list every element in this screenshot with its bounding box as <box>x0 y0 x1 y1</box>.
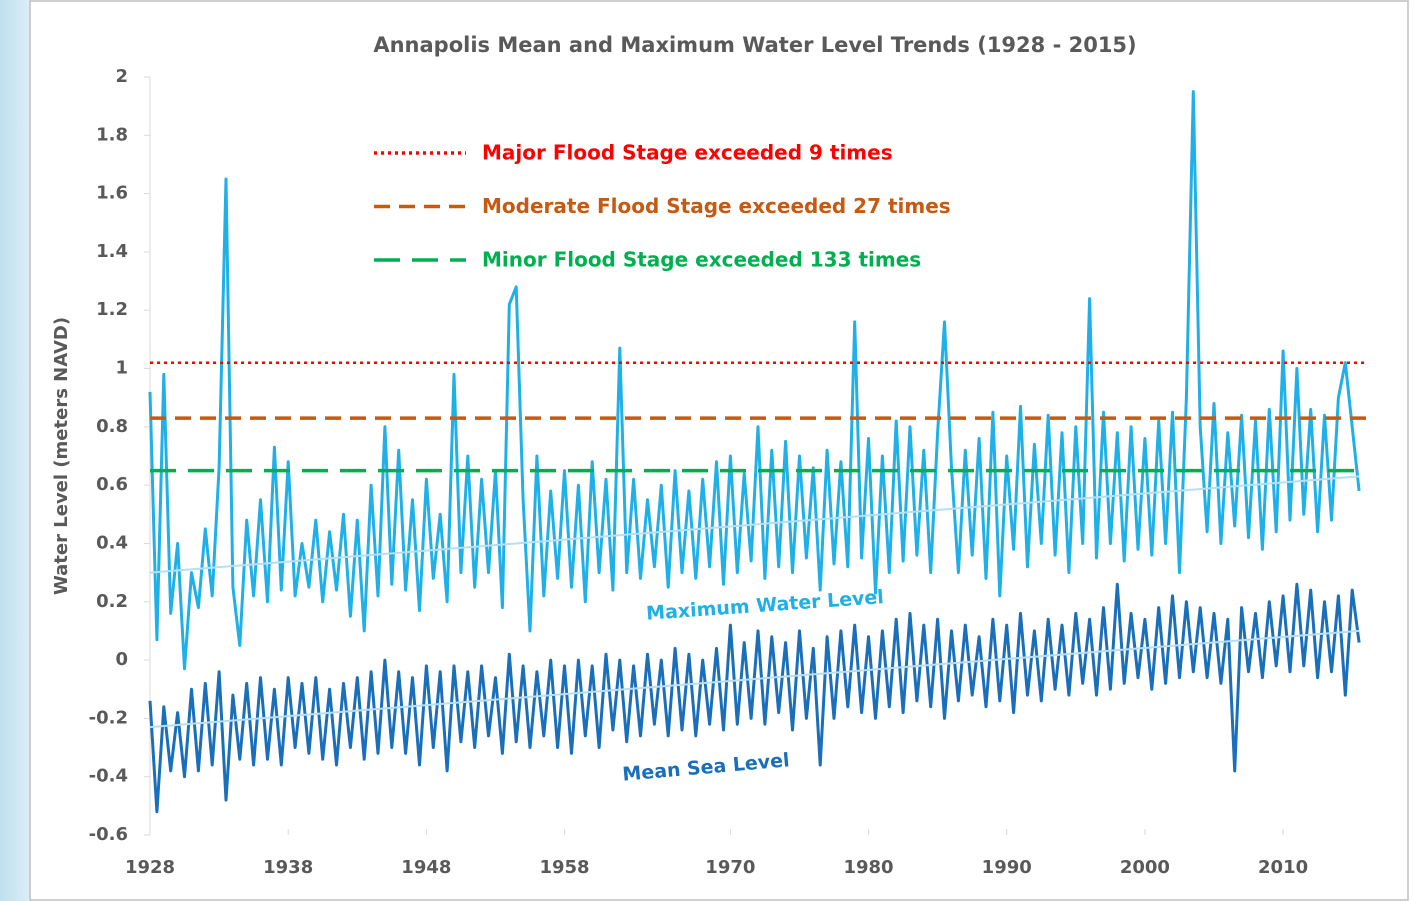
x-tick-label: 1938 <box>263 857 313 878</box>
legend-label: Major Flood Stage exceeded 9 times <box>482 141 893 165</box>
y-tick-label: 0.4 <box>96 532 128 553</box>
y-tick-label: 0.2 <box>96 591 128 612</box>
x-tick-label: 2000 <box>1120 857 1170 878</box>
x-tick-label: 2010 <box>1258 857 1308 878</box>
legend-label: Moderate Flood Stage exceeded 27 times <box>482 194 951 218</box>
trend-line <box>149 629 1360 729</box>
y-tick-label: 2 <box>115 66 128 87</box>
y-tick-label: -0.4 <box>89 766 128 787</box>
series-line <box>148 90 1361 671</box>
y-tick-label: 1.4 <box>96 241 128 262</box>
y-tick-label: 0 <box>115 649 128 670</box>
x-tick-label: 1958 <box>539 857 589 878</box>
legend-label: Minor Flood Stage exceeded 133 times <box>482 248 921 272</box>
y-tick-label: 0.6 <box>96 474 128 495</box>
x-tick-label: 1980 <box>843 857 893 878</box>
x-tick-label: 1990 <box>982 857 1032 878</box>
x-tick-label: 1948 <box>401 857 451 878</box>
y-tick-label: 1 <box>115 358 128 379</box>
y-tick-label: -0.6 <box>89 824 128 845</box>
chart-frame <box>29 0 1409 901</box>
y-axis-title: Water Level (meters NAVD) <box>51 317 72 595</box>
y-tick-label: 1.2 <box>96 299 128 320</box>
y-tick-label: -0.2 <box>89 707 128 728</box>
x-tick-label: 1928 <box>125 857 175 878</box>
x-tick-label: 1970 <box>705 857 755 878</box>
y-tick-label: 1.6 <box>96 183 128 204</box>
chart-title: Annapolis Mean and Maximum Water Level T… <box>373 33 1136 57</box>
series-line <box>148 582 1361 814</box>
y-tick-label: 1.8 <box>96 124 128 145</box>
trend-line <box>149 475 1360 574</box>
y-tick-label: 0.8 <box>96 416 128 437</box>
